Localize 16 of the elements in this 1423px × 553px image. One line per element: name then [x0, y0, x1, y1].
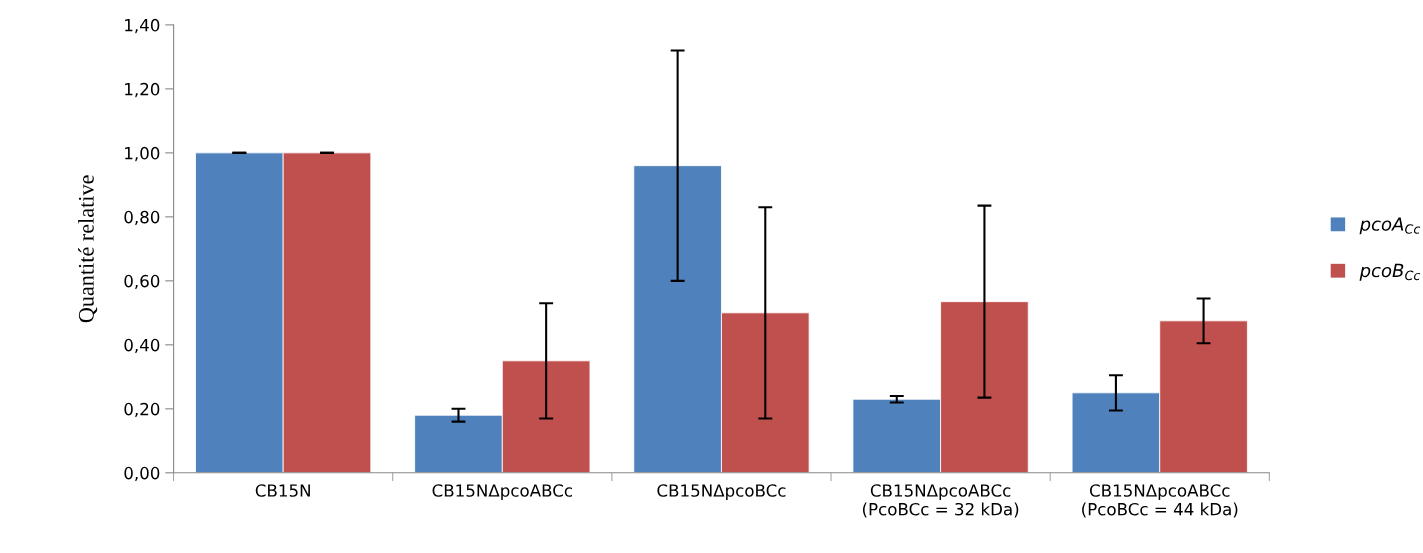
y-tick-label: 0,20	[124, 402, 160, 418]
y-tick-label: 0,80	[124, 210, 160, 226]
x-tick-label: CB15N	[255, 484, 310, 497]
x-tick-label: CB15NΔpcoABCc	[432, 484, 572, 501]
y-tick-label: 0,40	[124, 338, 160, 354]
x-tick-label: CB15NΔpcoBCc	[657, 484, 786, 501]
legend-label: pcoB$_{Cc}$	[1359, 263, 1421, 281]
y-tick-label: 1,20	[125, 82, 160, 98]
x-tick-label: CB15NΔpcoABCc (PcoBCc = 32 kDa)	[862, 484, 1019, 518]
y-tick-label: 0,00	[124, 466, 160, 482]
x-tick-label: CB15NΔpcoABCc (PcoBCc = 44 kDa)	[1082, 484, 1238, 518]
y-axis-title: Quantité relative	[78, 175, 98, 323]
legend-label: pcoA$_{Cc}$	[1359, 217, 1421, 235]
y-tick-label: 1,40	[125, 18, 160, 34]
y-tick-label: 0,60	[124, 274, 160, 290]
y-tick-label: 1,00	[125, 146, 160, 162]
